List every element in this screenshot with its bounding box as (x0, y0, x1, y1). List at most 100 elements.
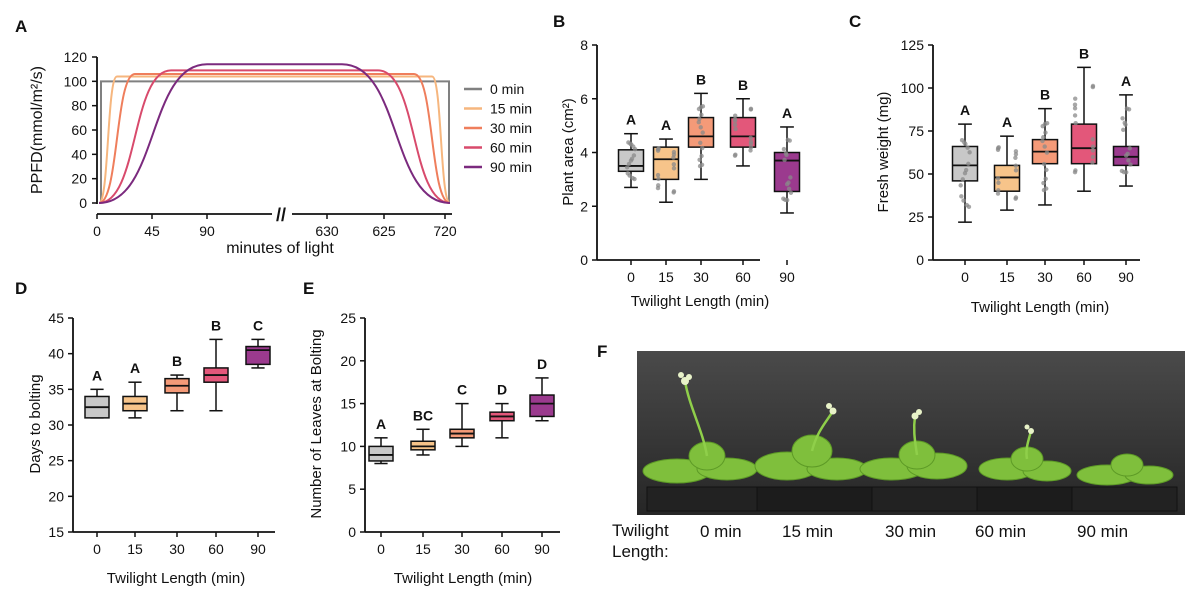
chart-a-x-tick-label: 45 (144, 223, 160, 239)
chart-a-legend-label: 15 min (490, 101, 532, 117)
panel-label-d: D (15, 279, 28, 298)
box-data-point (1013, 152, 1019, 157)
box-data-point (1123, 122, 1128, 127)
box-body (529, 394, 555, 418)
box-data-point (671, 166, 677, 171)
box-significance-letter: B (1040, 87, 1050, 103)
chart-b-y-tick-label: 4 (580, 145, 588, 161)
chart-a-y-tick-label: 0 (79, 195, 87, 211)
box-data-point (1044, 120, 1050, 126)
box-significance-letter: B (1079, 45, 1089, 61)
box-data-point (995, 191, 1001, 196)
box-data-point (1041, 161, 1047, 167)
box-data-point (699, 153, 704, 159)
box-data-point (700, 104, 706, 109)
plant-photo (637, 351, 1185, 515)
box-significance-letter: A (130, 360, 140, 376)
box-data-point (784, 197, 790, 203)
box-data-point (626, 161, 632, 167)
box-data-point (671, 162, 677, 167)
chart-b-x-tick-label: 15 (658, 269, 674, 285)
chart-a-y-tick-label: 60 (71, 122, 87, 138)
box-data-point (959, 137, 965, 143)
box-significance-letter: B (172, 353, 182, 369)
box-data-point (995, 176, 1001, 181)
box-data-point (1040, 138, 1045, 144)
box-data-point (700, 145, 705, 151)
chart-c: 0 25 50 75 100 125 0 A 15 A 30 B 60 B 90 A Twilight Leng… (875, 37, 1140, 316)
box-data-point (1090, 137, 1095, 142)
box-data-point (996, 180, 1001, 185)
chart-b-y-tick-label: 6 (580, 91, 588, 107)
box-data-point (698, 125, 703, 130)
chart-a: // 0 20 40 60 80 100 120 0 45 90 630 625 720 minutes o… (29, 49, 532, 257)
box-data-point (732, 153, 738, 158)
box-data-point (996, 145, 1001, 150)
photo-label-line2: Length: (612, 542, 669, 561)
chart-b-y-tick-label: 2 (580, 198, 588, 214)
photo-label-line1: Twilight (612, 521, 669, 540)
chart-a-x-tick-label: 720 (433, 223, 457, 239)
chart-a-x-tick-label: 90 (199, 223, 215, 239)
box-data-point (781, 146, 787, 152)
chart-e-x-tick-label: 0 (377, 541, 385, 557)
box-data-point (965, 145, 970, 150)
box-data-point (1072, 102, 1078, 107)
box-data-point (732, 122, 738, 128)
chart-d-x-tick-label: 90 (250, 541, 266, 557)
box-data-point (1127, 146, 1132, 151)
chart-a-legend-label: 30 min (490, 120, 532, 136)
box-data-point (1041, 180, 1046, 186)
chart-e: 0 5 10 15 20 25 0 A 15 BC 30 C 60 D 90 D Twilight Length… (308, 310, 560, 587)
box-data-point (1042, 144, 1047, 149)
box-data-point (1041, 187, 1047, 193)
box-data-point (748, 145, 754, 150)
photo-caption-90: 90 min (1077, 522, 1129, 541)
chart-a-y-tick-label: 40 (71, 146, 87, 162)
box-data-point (1013, 155, 1018, 160)
chart-d-x-tick-label: 30 (169, 541, 185, 557)
chart-b: 0 2 4 6 8 0 A 15 A 30 B 60 B 90 A Twilight Length (min)… (560, 37, 801, 310)
box-data-point (1090, 160, 1095, 165)
box-data-point (656, 176, 661, 182)
chart-c-x-tick-label: 15 (999, 269, 1015, 285)
chart-c-y-tick-label: 50 (908, 166, 924, 182)
box-data-point (732, 113, 738, 118)
box-body (773, 151, 801, 193)
chart-e-y-tick-label: 25 (340, 310, 356, 326)
box-data-point (1043, 176, 1048, 181)
chart-c-x-tick-label: 0 (961, 269, 969, 285)
chart-e-x-tick-label: 90 (534, 541, 550, 557)
box-data-point (1013, 168, 1019, 173)
chart-d-y-tick-label: 30 (48, 417, 64, 433)
box-data-point (696, 120, 701, 125)
chart-b-x-tick-label: 0 (627, 269, 635, 285)
chart-a-y-tick-label: 80 (71, 98, 87, 114)
box-significance-letter: A (1002, 114, 1012, 130)
chart-e-y-tick-label: 15 (340, 396, 356, 412)
box-data-point (784, 182, 790, 187)
box-data-point (697, 157, 702, 163)
chart-a-x-tick-label: 630 (315, 223, 339, 239)
box-data-point (671, 155, 676, 160)
box-data-point (961, 198, 966, 203)
box-data-point (624, 165, 630, 170)
box-data-point (958, 183, 963, 188)
plant-photo-illustration (637, 351, 1185, 515)
box-data-point (748, 135, 753, 140)
chart-d-y-tick-label: 25 (48, 453, 64, 469)
box-data-point (631, 153, 637, 158)
chart-e-y-tick-label: 20 (340, 353, 356, 369)
box-data-point (1123, 153, 1129, 158)
chart-d-y-tick-label: 40 (48, 346, 64, 362)
box-data-point (626, 140, 631, 145)
box-data-point (671, 190, 676, 195)
chart-a-x-tick-label: 0 (93, 223, 101, 239)
box-data-point (966, 204, 972, 210)
box-data-point (1090, 148, 1096, 153)
chart-a-x-label: minutes of light (226, 240, 334, 257)
box-data-point (1090, 83, 1096, 89)
box-data-point (786, 186, 792, 192)
box-data-point (1072, 170, 1078, 175)
chart-c-y-label: Fresh weight (mg) (875, 92, 892, 213)
